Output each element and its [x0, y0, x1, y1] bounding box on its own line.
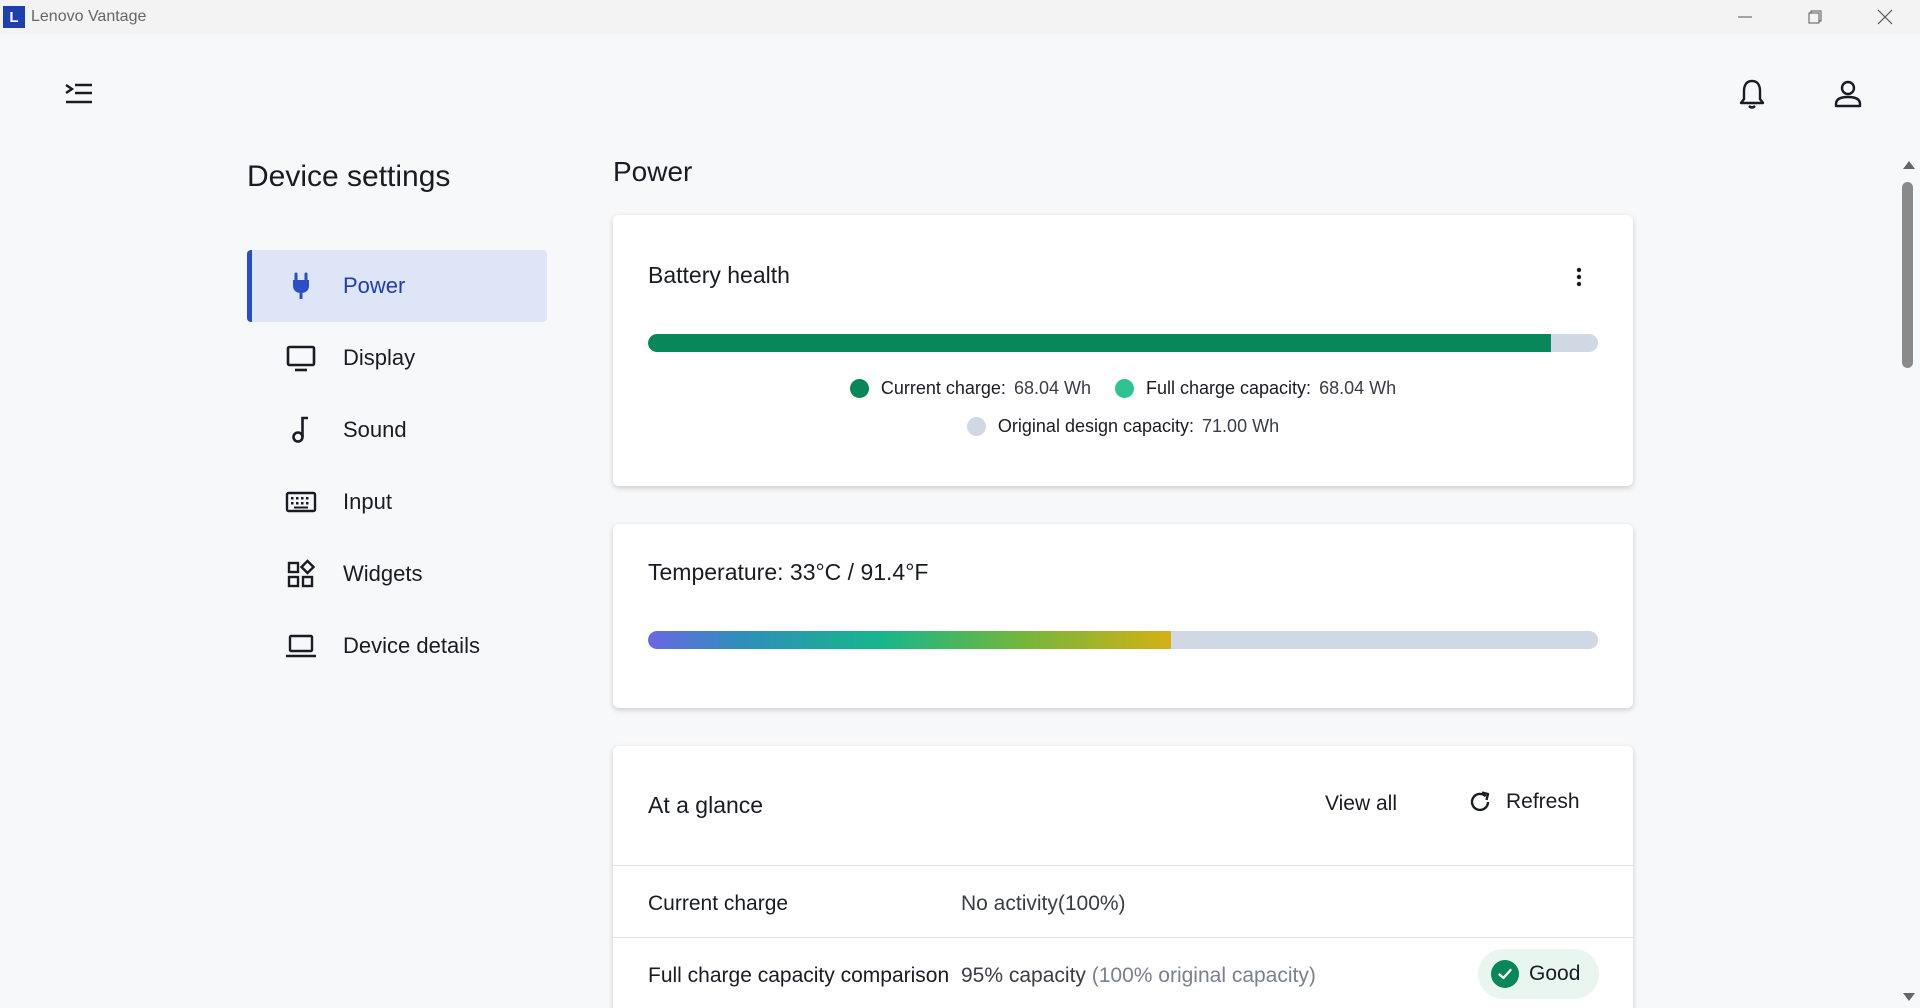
restore-icon — [1808, 10, 1822, 24]
sidebar-item-device-details[interactable]: Device details — [247, 610, 547, 682]
minimize-button[interactable] — [1710, 0, 1780, 34]
refresh-label: Refresh — [1506, 790, 1580, 813]
battery-health-bar — [648, 334, 1598, 352]
sidebar-item-power[interactable]: Power — [247, 250, 547, 322]
scroll-up-arrow[interactable] — [1902, 160, 1916, 170]
plug-icon — [283, 270, 319, 302]
battery-health-bar-fill — [648, 334, 1551, 352]
full-charge-capacity-label: Full charge capacity: — [1145, 378, 1312, 398]
design-capacity-dot — [966, 417, 986, 436]
more-options-button[interactable] — [1569, 265, 1589, 289]
refresh-button[interactable]: Refresh — [1468, 790, 1580, 814]
keyboard-icon — [283, 486, 319, 518]
minimize-icon — [1738, 16, 1752, 18]
close-button[interactable] — [1850, 0, 1920, 34]
account-button[interactable] — [1831, 76, 1865, 112]
sidebar-item-label: Sound — [343, 417, 407, 442]
user-icon — [1834, 80, 1862, 108]
notifications-button[interactable] — [1735, 76, 1769, 112]
menu-collapse-icon — [65, 83, 92, 104]
sidebar-item-input[interactable]: Input — [247, 466, 547, 538]
window-title: Lenovo Vantage — [31, 8, 147, 25]
title-bar: L Lenovo Vantage — [0, 0, 1920, 34]
legend-current-charge: Current charge: 68.04 Wh — [849, 378, 1091, 399]
window-controls — [1710, 0, 1920, 34]
widgets-icon — [283, 558, 319, 590]
status-badge: Good — [1478, 949, 1599, 999]
app-logo: L — [3, 6, 25, 28]
sidebar-item-sound[interactable]: Sound — [247, 394, 547, 466]
full-charge-capacity-value: 68.04 Wh — [1319, 378, 1397, 398]
battery-legend: Current charge: 68.04 Wh Full charge cap… — [613, 378, 1633, 399]
monitor-icon — [283, 342, 319, 374]
view-all-link[interactable]: View all — [1325, 792, 1397, 815]
page-title: Power — [613, 156, 693, 187]
battery-health-card: Battery health Current charge: 68.04 Wh … — [613, 215, 1633, 486]
full-charge-dot — [1114, 379, 1134, 398]
divider — [613, 937, 1633, 938]
sidebar-item-display[interactable]: Display — [247, 322, 547, 394]
battery-health-title: Battery health — [648, 262, 790, 288]
legend-full-charge-capacity: Full charge capacity: 68.04 Wh — [1114, 378, 1397, 399]
glance-row-value: No activity(100%) — [961, 892, 1126, 915]
sidebar-title: Device settings — [247, 160, 451, 193]
temperature-bar — [648, 631, 1598, 649]
legend-original-design-capacity: Original design capacity: 71.00 Wh — [966, 416, 1280, 437]
refresh-icon — [1470, 791, 1490, 812]
current-charge-label: Current charge: — [880, 378, 1006, 398]
sidebar-item-label: Widgets — [343, 561, 423, 586]
music-note-icon — [283, 414, 319, 446]
sidebar-item-label: Input — [343, 489, 392, 514]
sidebar-item-label: Display — [343, 345, 416, 370]
at-a-glance-card: At a glance View all Refresh Current cha… — [613, 746, 1633, 1008]
restore-button[interactable] — [1780, 0, 1850, 34]
laptop-icon — [283, 630, 319, 662]
original-design-capacity-value: 71.00 Wh — [1202, 416, 1280, 436]
sidebar-item-widgets[interactable]: Widgets — [247, 538, 547, 610]
current-charge-dot — [849, 379, 869, 398]
sidebar-nav: Power Display Sound Input Widgets Device… — [247, 250, 547, 682]
capacity-value: 95% capacity — [961, 964, 1092, 987]
more-vertical-icon — [1576, 267, 1582, 287]
bell-icon — [1739, 79, 1765, 109]
temperature-title: Temperature: 33°C / 91.4°F — [648, 559, 929, 585]
close-icon — [1877, 9, 1893, 25]
temperature-card: Temperature: 33°C / 91.4°F — [613, 524, 1633, 708]
scrollbar-thumb[interactable] — [1902, 182, 1913, 368]
glance-row-value: 95% capacity (100% original capacity) — [961, 964, 1316, 988]
sidebar-item-label: Device details — [343, 633, 480, 658]
menu-toggle-button[interactable] — [62, 80, 96, 108]
check-icon — [1491, 960, 1519, 988]
divider — [613, 865, 1633, 866]
current-charge-value: 68.04 Wh — [1013, 378, 1091, 398]
original-capacity-note: (100% original capacity) — [1091, 964, 1316, 987]
status-badge-label: Good — [1529, 962, 1581, 985]
original-design-capacity-label: Original design capacity: — [997, 416, 1195, 436]
at-a-glance-title: At a glance — [648, 792, 764, 818]
glance-row-label: Current charge — [648, 892, 789, 915]
scroll-down-arrow[interactable] — [1902, 992, 1916, 1002]
sidebar-item-label: Power — [343, 273, 406, 298]
temperature-bar-fill — [648, 631, 1171, 649]
glance-row-label: Full charge capacity comparison — [648, 964, 950, 987]
battery-legend-secondary: Original design capacity: 71.00 Wh — [613, 416, 1633, 437]
